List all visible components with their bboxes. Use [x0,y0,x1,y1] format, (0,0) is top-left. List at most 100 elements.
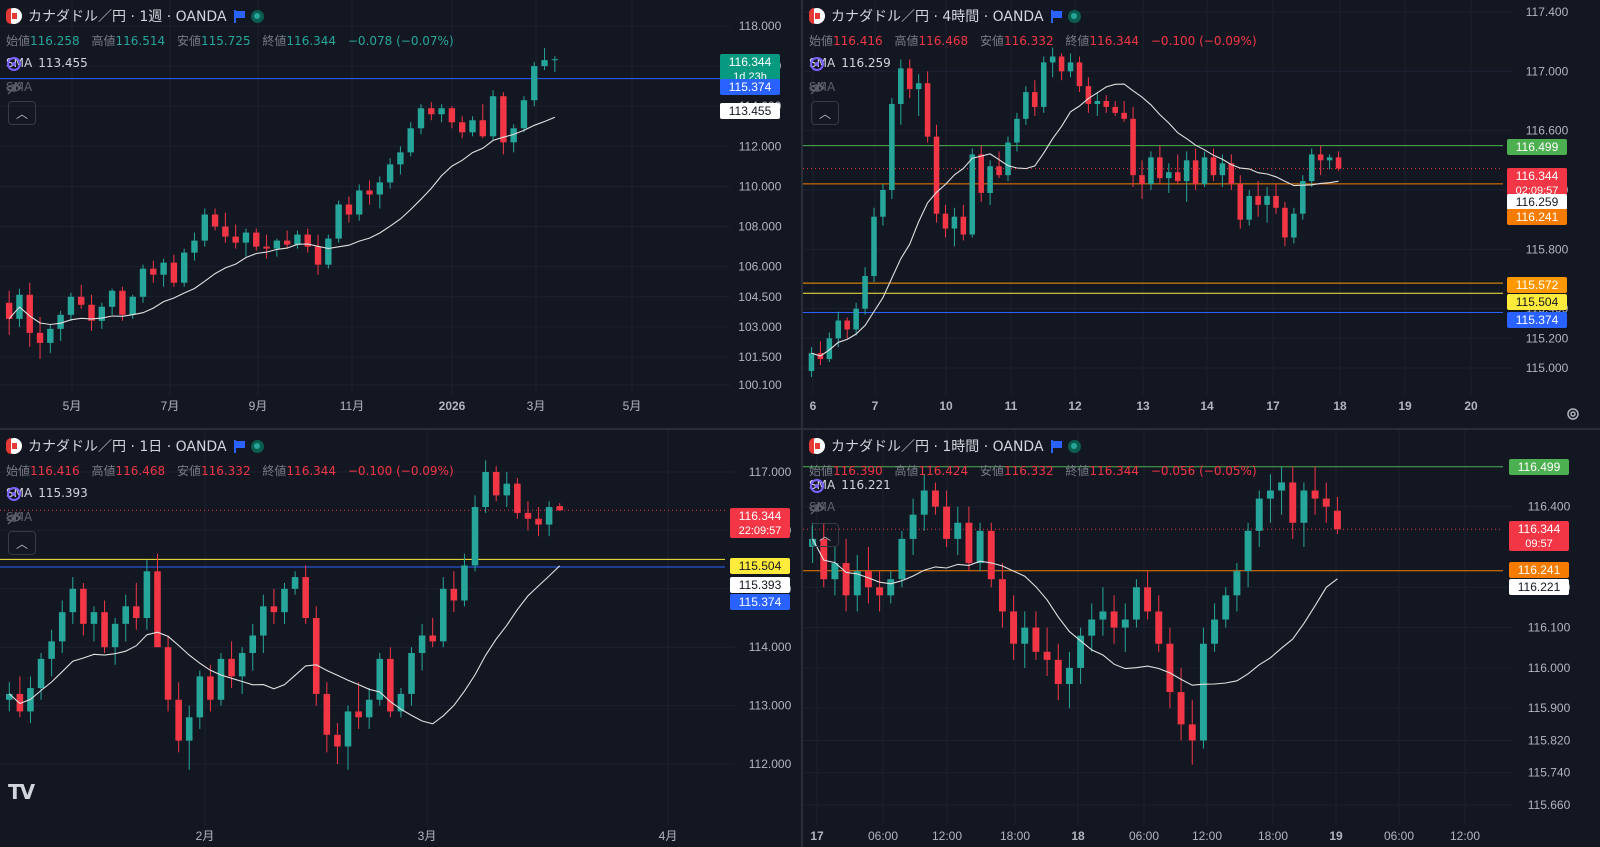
weekly-chart-canvas[interactable]: 118.000116.000114.000112.000110.000108.0… [0,0,801,428]
price-tag[interactable] [730,577,790,593]
chart-settings-gear-icon[interactable] [1565,406,1581,422]
price-tag[interactable] [720,103,780,119]
chart-pane-1h[interactable]: 116.600116.400116.200116.100116.000115.9… [803,430,1600,847]
market-flag-icon[interactable] [233,10,245,23]
price-tag[interactable] [1507,294,1567,310]
candle-body [344,711,352,747]
candle-body [80,588,87,624]
candle-body [889,103,895,190]
candle-body [551,59,559,61]
candle-body [489,96,497,137]
candle-body [150,268,157,275]
daily-chart-canvas[interactable]: 117.000116.000115.000114.000113.000112.0… [0,430,801,847]
candle-body [26,294,33,333]
price-tag[interactable] [1509,562,1569,578]
eye-hidden-icon[interactable] [6,510,22,526]
sma-settings-icon[interactable] [6,56,22,72]
candle-body [129,296,136,315]
chart-title[interactable]: カナダドル／円 · 4時間 · OANDA [831,9,1044,25]
candle-body [1094,101,1101,104]
horizontal-divider[interactable] [0,428,1600,430]
candle-body [438,108,445,115]
price-tag[interactable] [1507,139,1567,155]
sma-indicator[interactable]: SMA 113.455 [6,56,88,72]
sma-hidden-indicator[interactable]: SMA [809,500,835,516]
candle-body [1010,611,1018,644]
candle-body [1322,498,1330,507]
price-axis-tick-label: 100.100 [738,378,782,392]
sma-settings-icon[interactable] [6,486,22,502]
price-tag[interactable] [1507,209,1567,225]
time-axis-tick-label: 06:00 [868,829,898,843]
candle-body [835,320,842,339]
price-tag[interactable] [1507,312,1567,328]
chart-title[interactable]: カナダドル／円 · 1週 · OANDA [28,9,227,25]
candle-body [541,60,548,67]
market-flag-icon[interactable] [1050,10,1062,23]
sma-hidden-indicator[interactable]: SMA [6,80,32,96]
eye-hidden-icon[interactable] [809,80,825,96]
price-tag-label: 115.374 [739,595,782,609]
candle-body [1219,163,1226,176]
market-flag-icon[interactable] [233,440,245,453]
sma-hidden-indicator[interactable]: SMA [809,80,835,96]
chart-pane-daily[interactable]: 117.000116.000115.000114.000113.000112.0… [0,430,801,847]
collapse-legend-button[interactable]: ︿ [811,523,839,547]
candle-body [57,314,64,329]
h4-chart-canvas[interactable]: 117.400117.000116.600116.200115.800115.4… [803,0,1600,428]
price-tag[interactable] [730,508,790,538]
sma-line[interactable] [8,565,561,725]
price-tag[interactable] [1509,459,1569,475]
price-tag[interactable] [1507,168,1567,198]
candle-body [67,296,75,315]
candle-body [853,308,859,330]
candle-body [1121,619,1129,628]
price-tag[interactable] [730,558,790,574]
chart-title[interactable]: カナダドル／円 · 1時間 · OANDA [831,439,1044,455]
collapse-legend-button[interactable]: ︿ [811,101,839,125]
h1-chart-canvas[interactable]: 116.600116.400116.200116.100116.000115.9… [803,430,1600,847]
tradingview-logo[interactable]: TV [8,780,35,804]
price-tag[interactable] [720,54,780,84]
candle-body [1067,62,1074,72]
collapse-legend-button[interactable]: ︿ [8,531,36,555]
collapse-legend-button[interactable]: ︿ [8,101,36,125]
candle-body [111,623,119,648]
candle-body [429,635,436,642]
high-value: 116.468 [918,34,969,48]
sma-hidden-indicator[interactable]: SMA [6,510,32,526]
time-axis-tick-label: 7 [872,399,879,413]
candle-body [862,276,868,309]
candle-body [270,606,278,613]
market-flag-icon[interactable] [1050,440,1062,453]
candle-body [831,563,839,580]
chart-pane-4h[interactable]: 117.400117.000116.600116.200115.800115.4… [803,0,1600,428]
price-tag[interactable] [1507,194,1567,210]
candle-body [376,182,384,195]
price-tag[interactable] [1509,521,1569,551]
eye-hidden-icon[interactable] [809,500,825,516]
candle-body [376,658,384,700]
price-tag[interactable] [1509,579,1569,595]
sma-indicator[interactable]: SMA 115.393 [6,486,88,502]
vertical-divider[interactable] [801,0,803,847]
price-tag[interactable] [720,79,780,95]
candle-body [842,563,850,596]
sma-settings-icon[interactable] [809,478,825,494]
sma-indicator[interactable]: SMA 116.221 [809,478,891,494]
sma-settings-icon[interactable] [809,56,825,72]
price-tag[interactable] [730,594,790,610]
candle-body [217,658,225,700]
sma-indicator[interactable]: SMA 116.259 [809,56,891,72]
eye-hidden-icon[interactable] [6,80,22,96]
candle-body [154,571,161,648]
chart-pane-weekly[interactable]: 118.000116.000114.000112.000110.000108.0… [0,0,801,428]
chart-title[interactable]: カナダドル／円 · 1日 · OANDA [28,439,227,455]
candle-body [1289,482,1297,523]
sma-line[interactable] [812,538,1338,686]
sma-line[interactable] [8,116,556,326]
sma-value: 116.221 [841,478,891,492]
sma-line[interactable] [811,83,1339,357]
candle-body [345,204,353,215]
price-tag[interactable] [1507,277,1567,293]
